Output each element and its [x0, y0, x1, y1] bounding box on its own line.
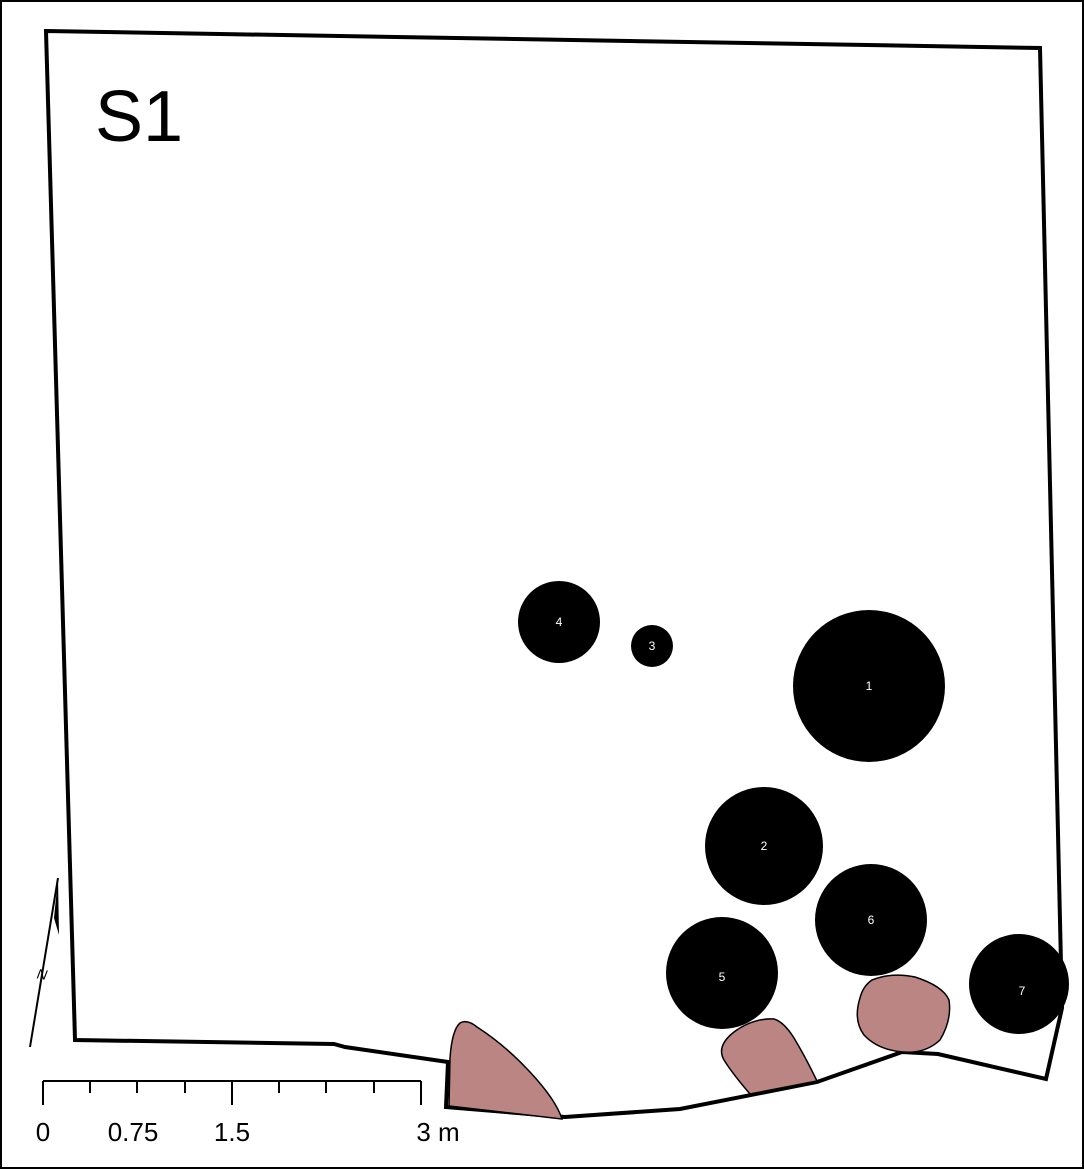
feature-label-5: 5 — [719, 970, 726, 984]
feature-label-7: 7 — [1019, 984, 1026, 998]
feature-label-6: 6 — [868, 913, 875, 927]
feature-label-2: 2 — [761, 839, 768, 853]
map-title: S1 — [95, 77, 183, 157]
feature-label-3: 3 — [649, 639, 656, 653]
stone-right — [857, 975, 949, 1052]
scale-label-15: 1.5 — [214, 1117, 250, 1147]
scale-label-0: 0 — [36, 1117, 50, 1147]
scale-label-3m: 3 m — [416, 1117, 459, 1147]
scale-label-075: 0.75 — [108, 1117, 159, 1147]
feature-label-1: 1 — [866, 679, 873, 693]
feature-label-4: 4 — [556, 615, 563, 629]
